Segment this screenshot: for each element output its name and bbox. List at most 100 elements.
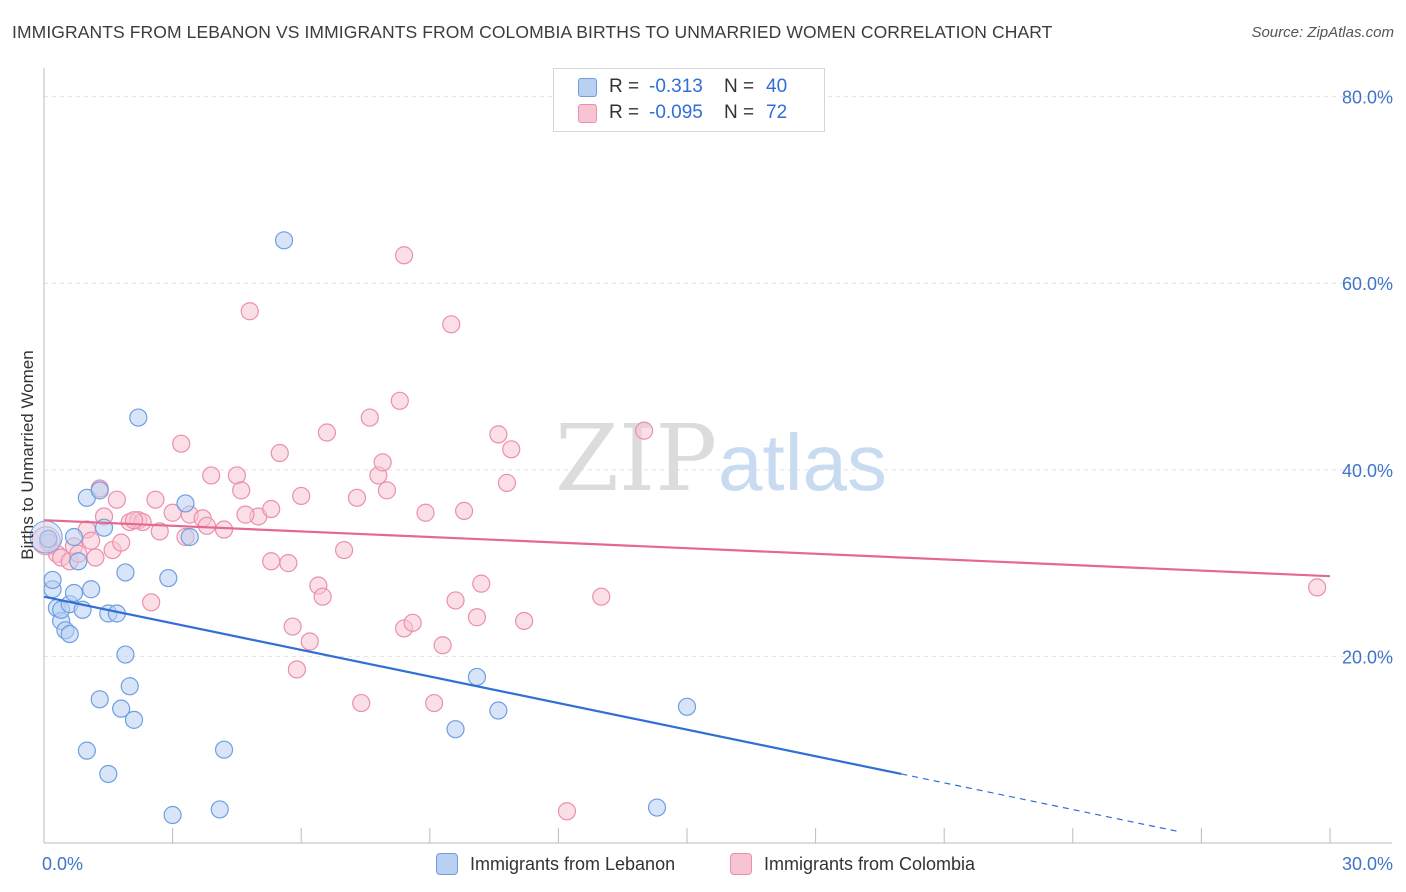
colombia-point-57 xyxy=(446,591,465,610)
colombia-point-29 xyxy=(240,302,259,321)
lebanon-point-30 xyxy=(214,740,234,759)
axes xyxy=(43,68,1392,844)
legend-swatch-lebanon xyxy=(578,77,597,97)
lebanon-point-18 xyxy=(116,563,135,582)
lebanon-point-13 xyxy=(82,580,101,599)
colombia-trend-line xyxy=(43,519,1331,578)
lebanon-point-32 xyxy=(163,805,182,825)
source-credit: Source: ZipAtlas.com xyxy=(1251,24,1394,41)
legend-row-colombia: R = -0.095 N = 72 xyxy=(578,100,787,126)
lebanon-point-29 xyxy=(99,764,118,784)
lebanon-point-24 xyxy=(180,527,199,547)
lebanon-point-10 xyxy=(69,552,88,571)
colombia-point-16 xyxy=(142,593,161,612)
lebanon-point-21 xyxy=(129,408,148,427)
colombia-point-67 xyxy=(635,421,654,440)
bottom-legend-swatch-colombia xyxy=(730,853,752,875)
colombia-point-54 xyxy=(424,693,444,713)
colombia-point-62 xyxy=(497,473,517,492)
y-tick-label-0: 20.0% xyxy=(1342,647,1393,667)
colombia-point-41 xyxy=(317,423,337,442)
bottom-legend-label-colombia: Immigrants from Colombia xyxy=(764,853,976,874)
y-tick-label-3: 80.0% xyxy=(1342,88,1393,108)
bottom-legend-swatch-lebanon xyxy=(436,853,458,875)
colombia-point-61 xyxy=(489,425,508,444)
colombia-point-63 xyxy=(502,440,521,459)
colombia-point-64 xyxy=(515,611,534,631)
lebanon-point-31 xyxy=(210,800,229,819)
colombia-point-20 xyxy=(172,434,191,453)
colombia-point-55 xyxy=(433,636,452,655)
colombia-point-44 xyxy=(352,693,371,713)
legend-n-label: N = xyxy=(724,102,755,123)
lebanon-point-8 xyxy=(64,583,84,603)
colombia-point-70 xyxy=(236,505,255,524)
colombia-point-25 xyxy=(202,466,221,485)
colombia-point-68 xyxy=(1308,578,1327,597)
colombia-point-7 xyxy=(82,531,101,550)
colombia-points xyxy=(31,246,1327,821)
watermark: ZIP atlas xyxy=(555,405,887,512)
lebanon-point-34 xyxy=(467,667,487,687)
colombia-point-58 xyxy=(454,501,474,520)
lebanon-point-37 xyxy=(677,697,697,716)
legend-r-label: R = xyxy=(609,102,640,123)
colombia-point-26 xyxy=(214,520,234,539)
colombia-point-48 xyxy=(377,481,397,500)
legend-n-value-lebanon: 40 xyxy=(766,76,788,97)
lebanon-point-22 xyxy=(159,568,178,588)
colombia-point-37 xyxy=(292,486,311,506)
colombia-point-28 xyxy=(232,481,251,500)
lebanon-point-9 xyxy=(64,527,84,547)
colombia-point-36 xyxy=(287,660,307,679)
y-tick-label-2: 60.0% xyxy=(1342,274,1393,294)
colombia-point-35 xyxy=(283,617,302,636)
colombia-point-17 xyxy=(146,490,165,509)
colombia-point-66 xyxy=(592,587,611,606)
bottom-legend-colombia: Immigrants from Colombia xyxy=(730,852,975,876)
colombia-point-24 xyxy=(197,516,216,535)
legend-row-lebanon: R = -0.313 N = 40 xyxy=(578,74,787,100)
legend-r-value-colombia: -0.095 xyxy=(649,102,703,123)
colombia-point-38 xyxy=(300,632,319,651)
lebanon-point-7 xyxy=(60,624,79,644)
colombia-point-69 xyxy=(124,511,144,530)
colombia-point-18 xyxy=(150,522,169,541)
colombia-point-33 xyxy=(270,443,289,463)
lebanon-point-38 xyxy=(647,798,667,817)
lebanon-point-39 xyxy=(39,529,58,548)
lebanon-trend-line xyxy=(43,595,902,776)
lebanon-point-33 xyxy=(274,231,294,250)
colombia-point-47 xyxy=(373,453,392,472)
colombia-point-53 xyxy=(416,503,435,522)
legend-n-value-colombia: 72 xyxy=(766,102,788,123)
legend-swatch-colombia xyxy=(578,103,597,123)
colombia-point-43 xyxy=(347,488,367,507)
lebanon-point-20 xyxy=(120,677,139,696)
lebanon-point-27 xyxy=(124,710,144,729)
lebanon-point-28 xyxy=(77,741,96,760)
lebanon-trend-extension xyxy=(901,773,1181,833)
colombia-point-65 xyxy=(557,802,577,821)
colombia-point-52 xyxy=(403,613,422,632)
watermark-atlas: atlas xyxy=(718,418,887,507)
legend-r-label: R = xyxy=(609,76,640,97)
bottom-legend-lebanon: Immigrants from Lebanon xyxy=(436,852,675,876)
colombia-point-59 xyxy=(467,608,487,627)
lebanon-point-19 xyxy=(116,645,135,664)
lebanon-point-23 xyxy=(176,494,195,513)
grid-lines xyxy=(44,96,1392,657)
colombia-point-11 xyxy=(107,490,126,509)
chart-title: IMMIGRANTS FROM LEBANON VS IMMIGRANTS FR… xyxy=(12,22,1053,42)
colombia-point-45 xyxy=(360,408,379,427)
colombia-point-60 xyxy=(472,574,491,593)
lebanon-point-1 xyxy=(43,570,62,590)
lebanon-point-26 xyxy=(112,699,131,718)
lebanon-point-36 xyxy=(489,701,508,720)
colombia-point-50 xyxy=(394,246,414,265)
colombia-point-27 xyxy=(227,466,246,485)
colombia-point-34 xyxy=(279,554,298,573)
colombia-point-56 xyxy=(442,315,461,334)
watermark-zip: ZIP xyxy=(555,405,717,512)
